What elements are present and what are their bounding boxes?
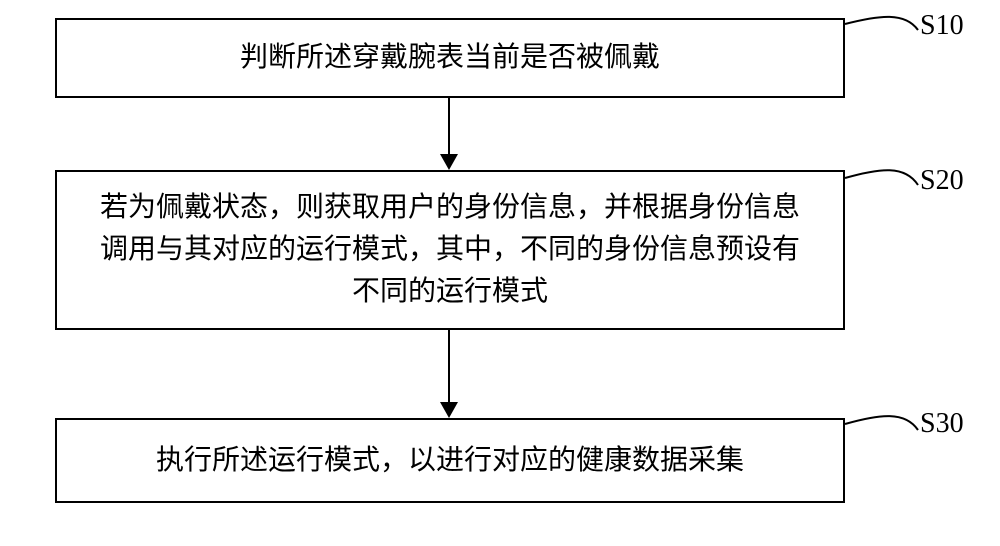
step-text-s30: 执行所述运行模式，以进行对应的健康数据采集 <box>156 440 744 482</box>
step-box-s30: 执行所述运行模式，以进行对应的健康数据采集 <box>55 418 845 503</box>
flowchart-canvas: 判断所述穿戴腕表当前是否被佩戴 S10 若为佩戴状态，则获取用户的身份信息，并根… <box>0 0 1000 546</box>
step-label-s10: S10 <box>920 10 964 42</box>
step-box-s10: 判断所述穿戴腕表当前是否被佩戴 <box>55 18 845 98</box>
callout-path-s30 <box>845 416 918 430</box>
callout-path-s20 <box>845 170 918 185</box>
callout-path-s10 <box>845 17 918 30</box>
step-text-s20: 若为佩戴状态，则获取用户的身份信息，并根据身份信息调用与其对应的运行模式，其中，… <box>87 187 813 313</box>
arrow-s20-s30 <box>448 330 450 402</box>
arrow-head-s10-s20 <box>440 154 458 170</box>
arrow-head-s20-s30 <box>440 402 458 418</box>
step-label-s20: S20 <box>920 165 964 197</box>
step-text-s10: 判断所述穿戴腕表当前是否被佩戴 <box>240 37 660 79</box>
arrow-s10-s20 <box>448 98 450 154</box>
step-label-s30: S30 <box>920 408 964 440</box>
step-box-s20: 若为佩戴状态，则获取用户的身份信息，并根据身份信息调用与其对应的运行模式，其中，… <box>55 170 845 330</box>
